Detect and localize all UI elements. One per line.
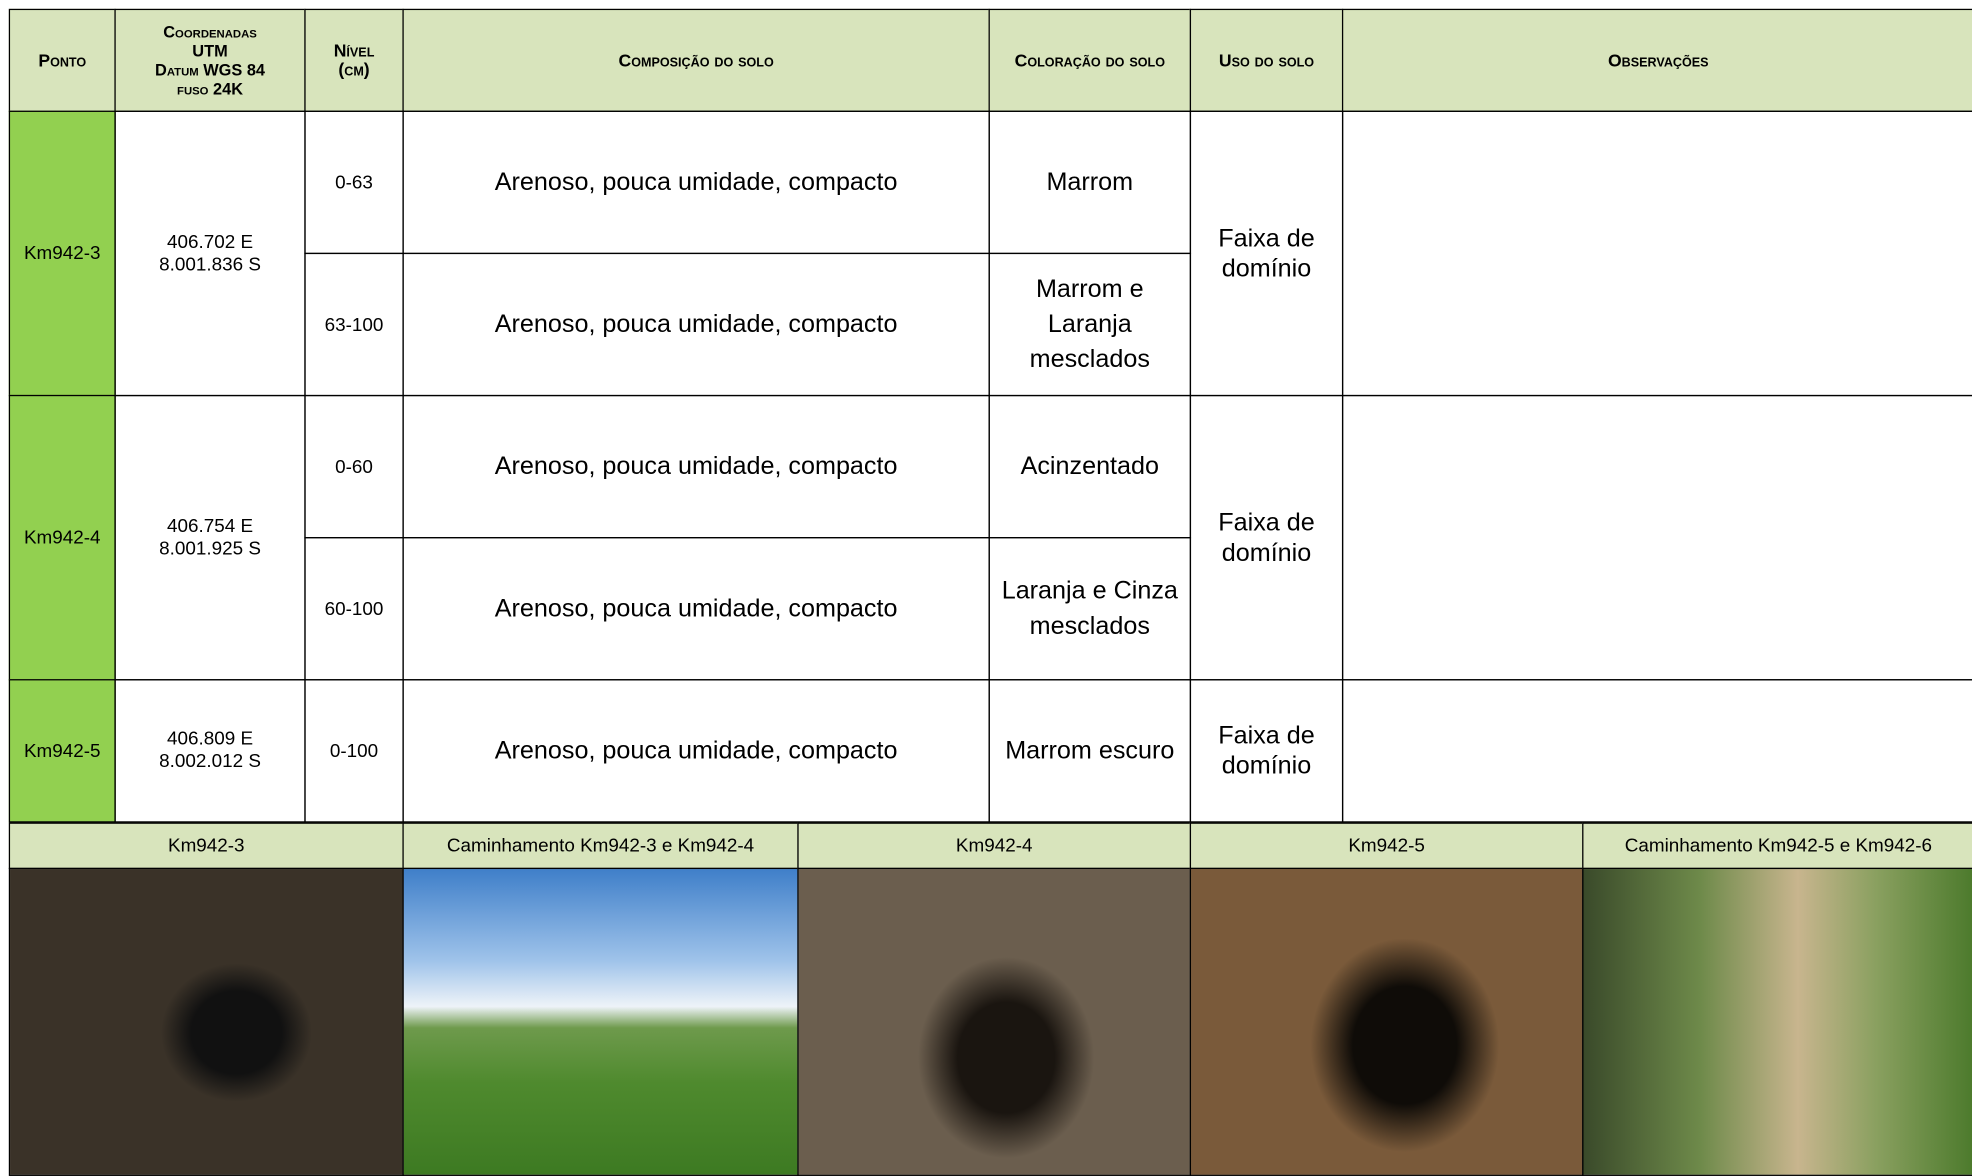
header-cell: Uso do solo (1189, 8, 1344, 112)
observations (1341, 394, 1972, 681)
header-cell: Nível (cm) (304, 8, 404, 112)
level: 0-60 (304, 394, 404, 539)
composition: Arenoso, pouca umidade, compacto (402, 110, 990, 255)
composition: Arenoso, pouca umidade, compacto (402, 679, 990, 823)
text-line: 8.001.836 S (159, 253, 261, 275)
header-cell: Ponto (8, 8, 116, 112)
photo (402, 867, 799, 1176)
coordinates: 406.702 E 8.001.836 S (114, 110, 306, 397)
text-line: UTM (192, 41, 228, 61)
text-line: fuso 24K (177, 79, 244, 99)
header-cell: Composição do solo (402, 8, 990, 112)
photo (1189, 867, 1584, 1176)
photo-caption: Km942-5 (1189, 822, 1584, 870)
photo (1582, 867, 1972, 1176)
land-use: Faixa de domínio (1189, 110, 1344, 397)
composition: Arenoso, pouca umidade, compacto (402, 537, 990, 681)
coordinates: 406.754 E 8.001.925 S (114, 394, 306, 681)
text-line: 406.702 E (167, 230, 254, 253)
text-line: 406.754 E (167, 515, 254, 537)
coloration: Laranja e Cinza mesclados (988, 537, 1192, 681)
photo-caption: Km942-3 (8, 822, 404, 870)
header-cell: Coloração do solo (988, 8, 1192, 112)
composition: Arenoso, pouca umidade, compacto (402, 394, 990, 539)
coordinates: 406.809 E 8.002.012 S (114, 679, 306, 823)
point-id: Km942-4 (8, 394, 116, 681)
photo-caption: Km942-4 (797, 822, 1192, 870)
point-id: Km942-3 (8, 110, 116, 397)
text-line: 406.809 E (167, 728, 254, 750)
coloration: Marrom (988, 110, 1192, 255)
coloration: Marrom e Laranja mesclados (988, 252, 1192, 397)
land-use: Faixa de domínio (1189, 394, 1344, 681)
text-line: Datum WGS 84 (155, 60, 266, 80)
photo-caption: Caminhamento Km942-5 e Km942-6 (1582, 822, 1972, 870)
composition: Arenoso, pouca umidade, compacto (402, 252, 990, 397)
photo (797, 867, 1192, 1176)
coloration: Marrom escuro (988, 679, 1192, 823)
level: 60-100 (304, 537, 404, 681)
header-cell: Coordenadas UTM Datum WGS 84 fuso 24K (114, 8, 306, 112)
photo-caption: Caminhamento Km942-3 e Km942-4 (402, 822, 799, 870)
header-cell: Observações (1341, 8, 1972, 112)
coloration: Acinzentado (988, 394, 1192, 539)
text-line: (cm) (338, 59, 370, 80)
level: 63-100 (304, 252, 404, 397)
text-line: Coordenadas (163, 22, 257, 42)
text-line: Nível (333, 40, 375, 61)
level: 0-63 (304, 110, 404, 255)
photo (8, 867, 404, 1176)
point-id: Km942-5 (8, 679, 116, 823)
level: 0-100 (304, 679, 404, 823)
observations (1341, 679, 1972, 823)
land-use: Faixa de domínio (1189, 679, 1344, 823)
observations (1341, 110, 1972, 397)
text-line: 8.002.012 S (159, 750, 261, 773)
text-line: 8.001.925 S (159, 537, 261, 560)
